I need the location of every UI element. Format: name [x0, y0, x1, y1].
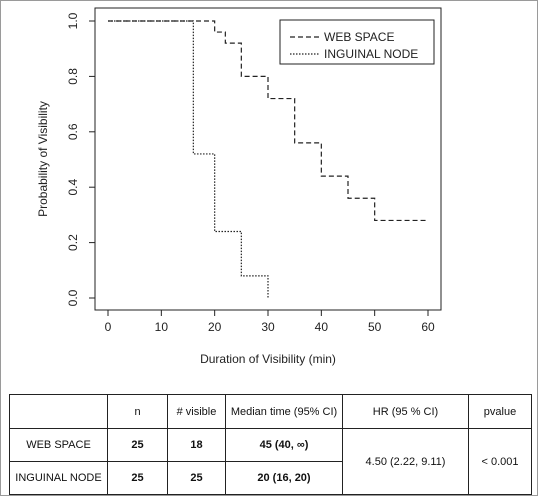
y-tick-label: 0.2 — [66, 234, 80, 251]
cell-pvalue: < 0.001 — [468, 428, 532, 495]
y-tick-label: 1.0 — [66, 12, 80, 29]
cell-visible: 18 — [167, 428, 226, 462]
y-tick-label: 0.8 — [66, 68, 80, 85]
cell-n: 25 — [107, 461, 168, 495]
x-tick-label: 60 — [421, 320, 435, 334]
header-n: n — [107, 394, 168, 429]
header-hr: HR (95 % CI) — [342, 394, 469, 429]
header-group — [9, 394, 108, 429]
y-axis-label: Probability of Visibility — [36, 101, 50, 217]
results-table: n # visible Median time (95% CI) HR (95 … — [9, 394, 532, 495]
series-line-inguinal-node — [108, 20, 269, 298]
x-axis: 0 10 20 30 40 50 60 — [105, 309, 435, 334]
series-layer — [108, 20, 428, 298]
y-tick-label: 0.6 — [66, 123, 80, 140]
cell-hr: 4.50 (2.22, 9.11) — [342, 428, 469, 495]
y-tick-label: 0.4 — [66, 179, 80, 196]
x-tick-label: 20 — [208, 320, 222, 334]
series-line-web-space — [108, 20, 428, 222]
legend-label-inguinal-node: INGUINAL NODE — [324, 47, 418, 61]
x-tick-label: 50 — [368, 320, 382, 334]
y-tick-label: 0.0 — [66, 289, 80, 306]
x-axis-label: Duration of Visibility (min) — [200, 352, 336, 366]
survival-chart: 0 10 20 30 40 50 60 0.0 0.2 0.4 0.6 0.8 1.0 Duratio… — [36, 7, 442, 366]
cell-n: 25 — [107, 428, 168, 462]
x-tick-label: 30 — [261, 320, 275, 334]
y-axis: 0.0 0.2 0.4 0.6 0.8 1.0 — [66, 12, 96, 306]
legend-label-web-space: WEB SPACE — [324, 30, 394, 44]
row-group-web-space: WEB SPACE — [9, 428, 108, 462]
row-group-inguinal-node: INGUINAL NODE — [9, 461, 108, 495]
legend-box — [279, 19, 435, 65]
table-header-row: n # visible Median time (95% CI) HR (95 … — [9, 394, 532, 429]
header-pvalue: pvalue — [468, 394, 532, 429]
legend: WEB SPACE INGUINAL NODE — [279, 19, 435, 65]
table-row: WEB SPACE 25 18 45 (40, ∞) 4.50 (2.22, 9… — [9, 428, 532, 495]
cell-visible: 25 — [167, 461, 226, 495]
cell-median: 45 (40, ∞) — [225, 428, 343, 462]
header-visible: # visible — [167, 394, 226, 429]
x-tick-label: 10 — [155, 320, 169, 334]
table-row: INGUINAL NODE 25 25 20 (16, 20) — [9, 461, 532, 495]
x-tick-label: 0 — [105, 320, 112, 334]
header-median: Median time (95% CI) — [225, 394, 343, 429]
x-tick-label: 40 — [315, 320, 329, 334]
cell-median: 20 (16, 20) — [225, 461, 343, 495]
